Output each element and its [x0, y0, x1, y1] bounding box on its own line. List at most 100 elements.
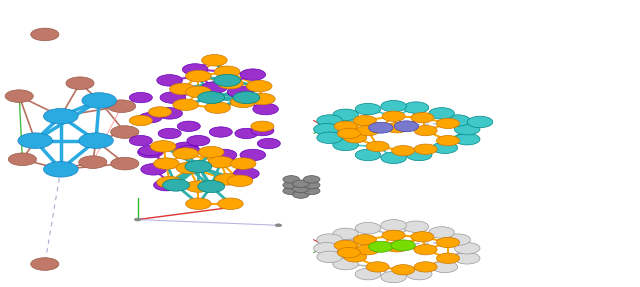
- Circle shape: [355, 222, 381, 234]
- Circle shape: [317, 234, 342, 245]
- Circle shape: [205, 102, 230, 113]
- Circle shape: [414, 245, 437, 255]
- Circle shape: [317, 115, 342, 126]
- Circle shape: [211, 149, 237, 161]
- Circle shape: [366, 141, 389, 152]
- Circle shape: [251, 121, 274, 131]
- Circle shape: [369, 122, 393, 133]
- Circle shape: [381, 100, 406, 112]
- Circle shape: [185, 160, 212, 172]
- Circle shape: [129, 115, 152, 126]
- Circle shape: [198, 181, 225, 193]
- Circle shape: [141, 164, 166, 175]
- Circle shape: [209, 127, 232, 137]
- Circle shape: [253, 103, 278, 115]
- Circle shape: [366, 262, 389, 272]
- Circle shape: [155, 158, 178, 169]
- Circle shape: [392, 146, 415, 156]
- Circle shape: [334, 240, 357, 251]
- Circle shape: [392, 265, 415, 275]
- Circle shape: [394, 121, 419, 132]
- Circle shape: [436, 118, 460, 129]
- Circle shape: [134, 218, 141, 221]
- Circle shape: [414, 125, 437, 136]
- Circle shape: [218, 198, 243, 210]
- Circle shape: [429, 227, 454, 238]
- Circle shape: [414, 144, 437, 154]
- Circle shape: [154, 179, 179, 191]
- Circle shape: [31, 28, 59, 41]
- Circle shape: [403, 102, 429, 113]
- Circle shape: [344, 252, 367, 262]
- Circle shape: [411, 113, 434, 123]
- Circle shape: [79, 156, 107, 168]
- Circle shape: [283, 187, 300, 195]
- Circle shape: [154, 158, 179, 169]
- Circle shape: [445, 234, 470, 245]
- Circle shape: [108, 100, 136, 113]
- Circle shape: [406, 149, 432, 161]
- Circle shape: [182, 64, 208, 75]
- Circle shape: [163, 179, 189, 191]
- Circle shape: [467, 116, 493, 128]
- Circle shape: [353, 115, 376, 126]
- Circle shape: [214, 66, 240, 77]
- Circle shape: [317, 132, 342, 144]
- Circle shape: [303, 181, 320, 189]
- Circle shape: [139, 113, 162, 123]
- Circle shape: [186, 86, 211, 98]
- Circle shape: [227, 175, 253, 187]
- Circle shape: [138, 146, 163, 158]
- Circle shape: [150, 141, 176, 152]
- Circle shape: [454, 243, 480, 254]
- Circle shape: [177, 121, 200, 131]
- Circle shape: [275, 224, 282, 227]
- Circle shape: [436, 237, 460, 248]
- Circle shape: [454, 253, 480, 264]
- Circle shape: [157, 108, 182, 119]
- Circle shape: [283, 181, 300, 189]
- Circle shape: [82, 93, 116, 108]
- Circle shape: [251, 125, 274, 136]
- Circle shape: [173, 142, 198, 154]
- Circle shape: [79, 133, 113, 148]
- Circle shape: [214, 174, 240, 185]
- Circle shape: [432, 142, 458, 154]
- Circle shape: [240, 69, 266, 80]
- Circle shape: [158, 128, 181, 139]
- Circle shape: [18, 133, 52, 148]
- Circle shape: [111, 126, 139, 138]
- Circle shape: [333, 109, 358, 121]
- Circle shape: [337, 128, 360, 139]
- Circle shape: [198, 146, 224, 158]
- Circle shape: [445, 115, 470, 126]
- Circle shape: [139, 146, 162, 156]
- Circle shape: [406, 268, 432, 280]
- Circle shape: [44, 162, 78, 177]
- Circle shape: [227, 86, 253, 98]
- Circle shape: [202, 82, 227, 93]
- Circle shape: [355, 149, 381, 161]
- Circle shape: [381, 220, 406, 231]
- Circle shape: [283, 176, 300, 183]
- Circle shape: [173, 99, 198, 110]
- Circle shape: [8, 153, 36, 166]
- Circle shape: [381, 152, 406, 164]
- Circle shape: [292, 191, 309, 198]
- Circle shape: [31, 258, 59, 270]
- Circle shape: [292, 185, 309, 193]
- Circle shape: [66, 77, 94, 90]
- Circle shape: [186, 181, 211, 192]
- Circle shape: [314, 243, 339, 254]
- Circle shape: [314, 123, 339, 135]
- Circle shape: [111, 157, 139, 170]
- Circle shape: [235, 128, 258, 139]
- Circle shape: [355, 103, 381, 115]
- Circle shape: [385, 242, 408, 252]
- Circle shape: [334, 121, 357, 131]
- Circle shape: [391, 240, 415, 251]
- Circle shape: [382, 111, 405, 121]
- Circle shape: [403, 221, 429, 232]
- Circle shape: [246, 80, 272, 92]
- Circle shape: [317, 251, 342, 263]
